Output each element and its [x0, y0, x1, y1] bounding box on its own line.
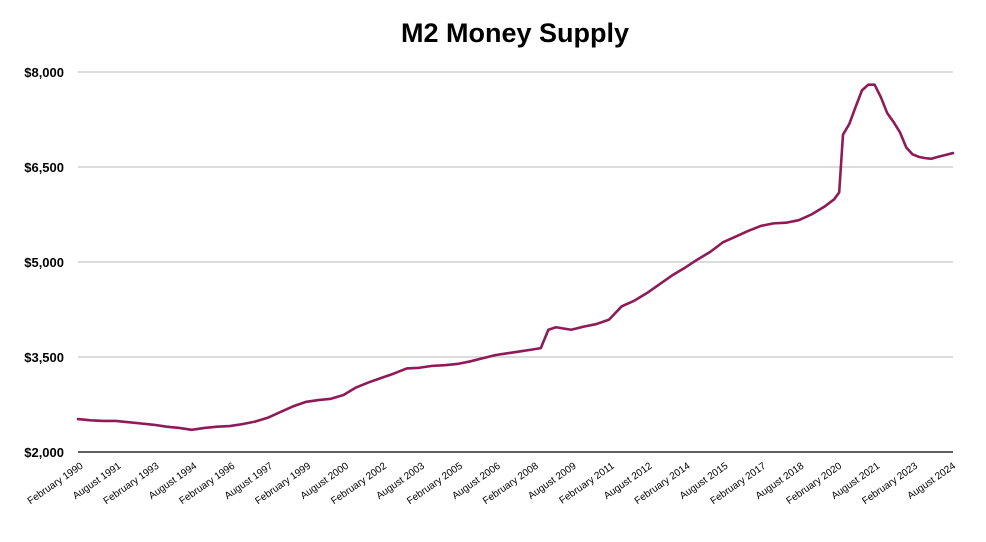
series-group	[76, 83, 955, 432]
y-tick-label: $3,500	[24, 350, 64, 365]
y-tick-label: $2,000	[24, 445, 64, 460]
y-tick-label: $6,500	[24, 160, 64, 175]
y-tick-label: $5,000	[24, 255, 64, 270]
grid-lines	[78, 71, 953, 453]
chart-title: M2 Money Supply	[400, 18, 630, 48]
y-tick-label: $8,000	[24, 65, 64, 80]
y-axis-ticks: $2,000 $3,500 $5,000 $6,500 $8,000	[24, 65, 64, 460]
series-line	[76, 83, 955, 432]
